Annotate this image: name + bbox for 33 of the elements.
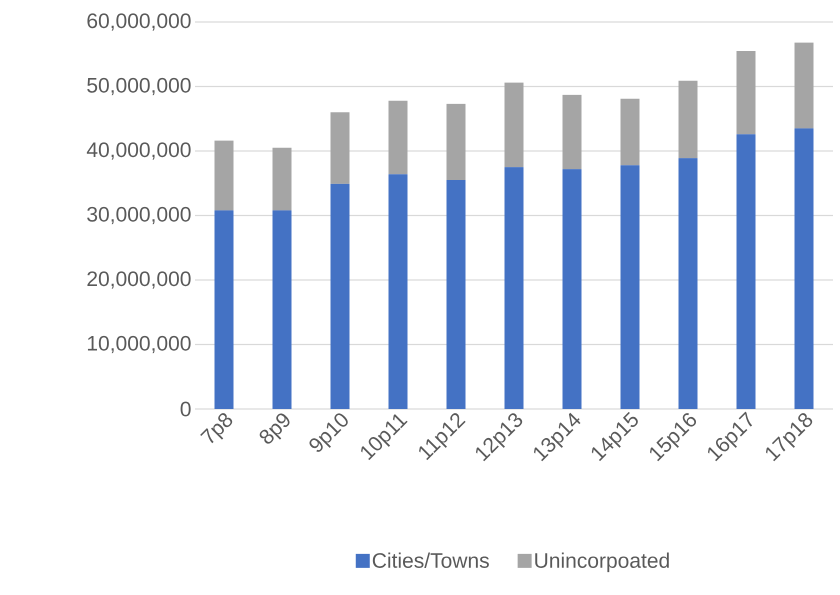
bar [794, 42, 814, 128]
x-tick-label: 8p9 [260, 413, 290, 444]
y-tick-label: 20,000,000 [87, 271, 191, 289]
bar [388, 100, 408, 174]
bar [446, 104, 466, 180]
bar [794, 128, 814, 410]
bar [504, 82, 524, 168]
y-tick-label: 0 [180, 402, 191, 416]
bar [504, 167, 524, 410]
y-tick-label: 10,000,000 [88, 336, 191, 354]
bar [272, 148, 292, 210]
bar [736, 51, 756, 134]
bar [446, 180, 466, 410]
legend-label: Cities/Towns [372, 552, 489, 568]
legend-label: Unincorpoated [535, 552, 669, 572]
bar [678, 80, 698, 158]
bar [736, 134, 756, 410]
bar [620, 165, 640, 410]
bar [272, 210, 292, 410]
bar [388, 174, 408, 410]
x-tick-label: 7p8 [200, 413, 232, 444]
bar [678, 158, 698, 410]
bar [562, 94, 582, 170]
y-tick-label: 50,000,000 [87, 78, 191, 96]
bar [330, 184, 350, 410]
bar [562, 169, 582, 410]
bar [330, 112, 350, 184]
bar [620, 98, 640, 166]
bar [214, 140, 234, 210]
bar [214, 210, 234, 410]
y-tick-label: 30,000,000 [87, 206, 191, 224]
y-tick-label: 60,000,000 [87, 13, 191, 31]
y-tick-label: 40,000,000 [86, 142, 191, 160]
